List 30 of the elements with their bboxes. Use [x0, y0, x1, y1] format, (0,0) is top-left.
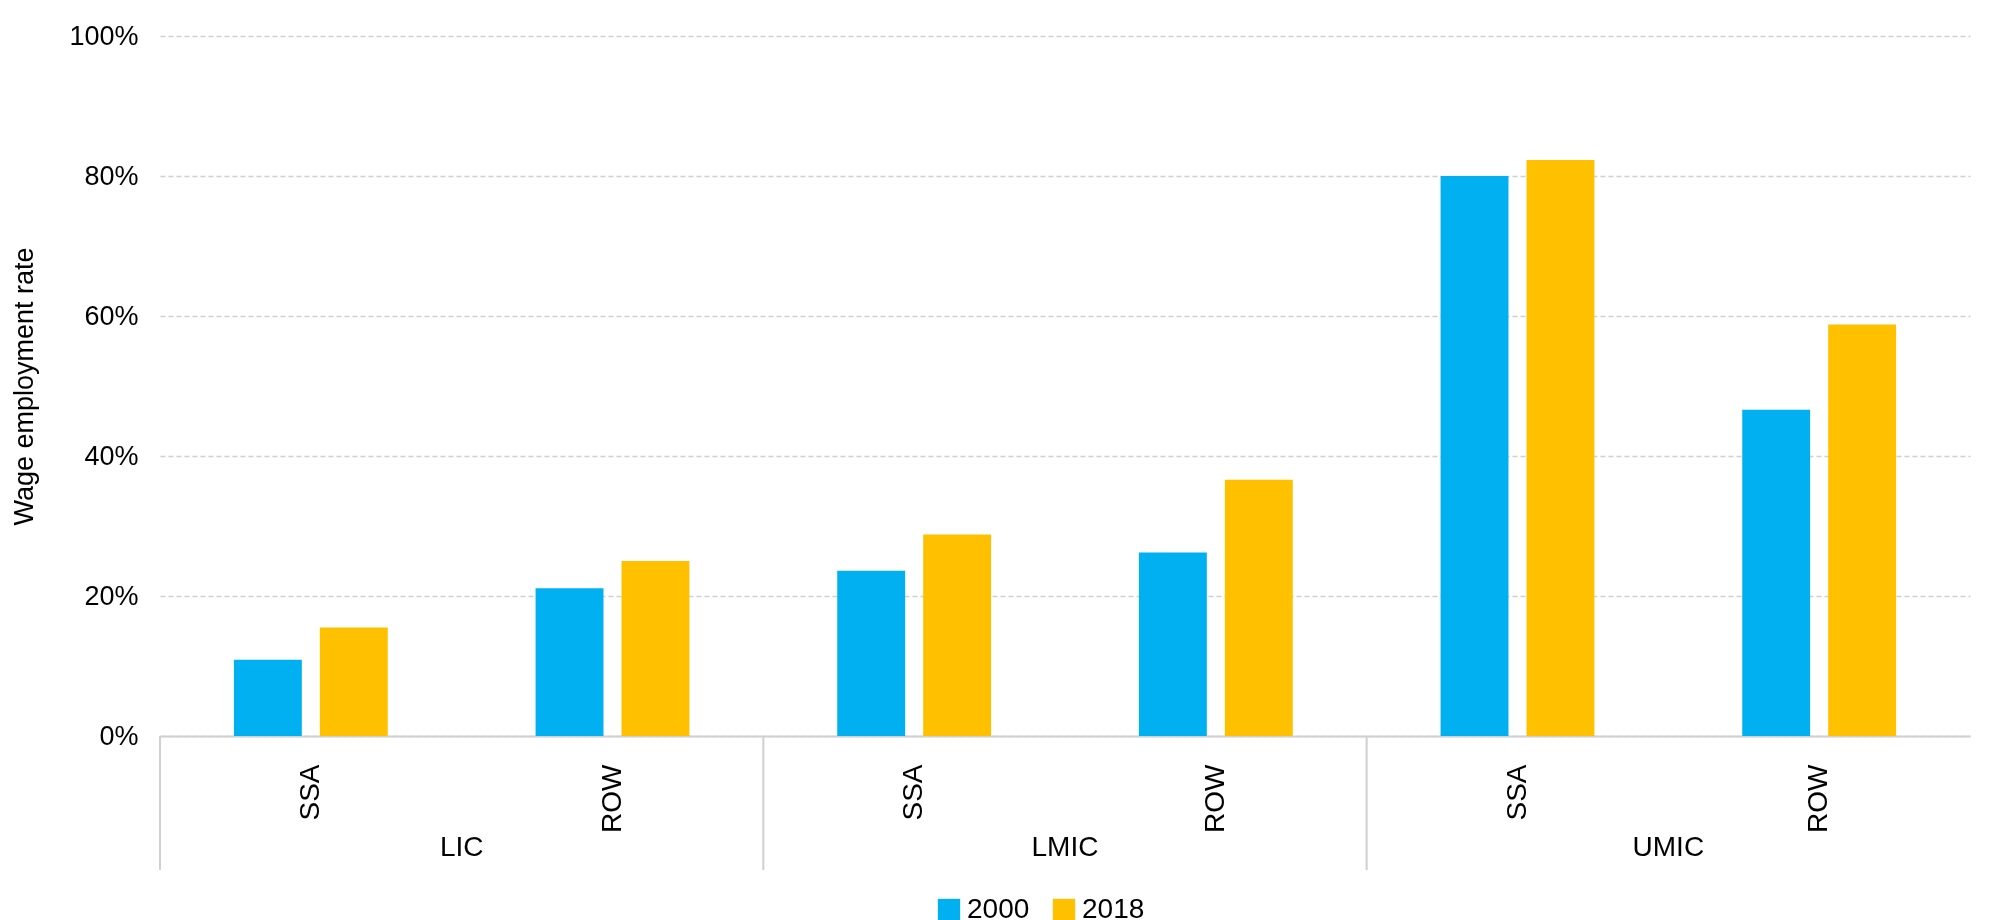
text: LMIC [1031, 831, 1099, 862]
text: LIC [439, 831, 484, 862]
y-tick-label: 80% [84, 160, 139, 191]
legend-label: 2000 [967, 893, 1030, 920]
bar [1440, 176, 1509, 736]
y-tick-label: 20% [84, 580, 139, 611]
y-axis-title: Wage employment rate [9, 247, 40, 526]
legend-label: 2018 [1082, 893, 1145, 920]
x-tick-label: ROW [1198, 763, 1230, 833]
bar [1526, 159, 1595, 736]
bar [319, 627, 388, 736]
bar [535, 588, 604, 736]
bar [1224, 479, 1293, 736]
y-tick-label: 40% [84, 440, 139, 471]
x-tick-label: SSA [897, 764, 929, 821]
bar [1742, 409, 1811, 736]
bar [1138, 552, 1207, 736]
bar [1828, 324, 1897, 736]
y-tick-label: 0% [99, 720, 139, 751]
bar [837, 570, 906, 736]
x-tick-label: ROW [595, 763, 627, 833]
text: UMIC [1632, 831, 1705, 862]
bar [233, 659, 302, 736]
x-tick-label: SSA [1500, 764, 1532, 821]
x-tick-label: ROW [1802, 763, 1834, 833]
bar [621, 561, 690, 736]
y-tick-label: 100% [69, 20, 139, 51]
y-tick-label: 60% [84, 300, 139, 331]
x-tick-label: SSA [293, 764, 325, 821]
bar [923, 534, 992, 736]
